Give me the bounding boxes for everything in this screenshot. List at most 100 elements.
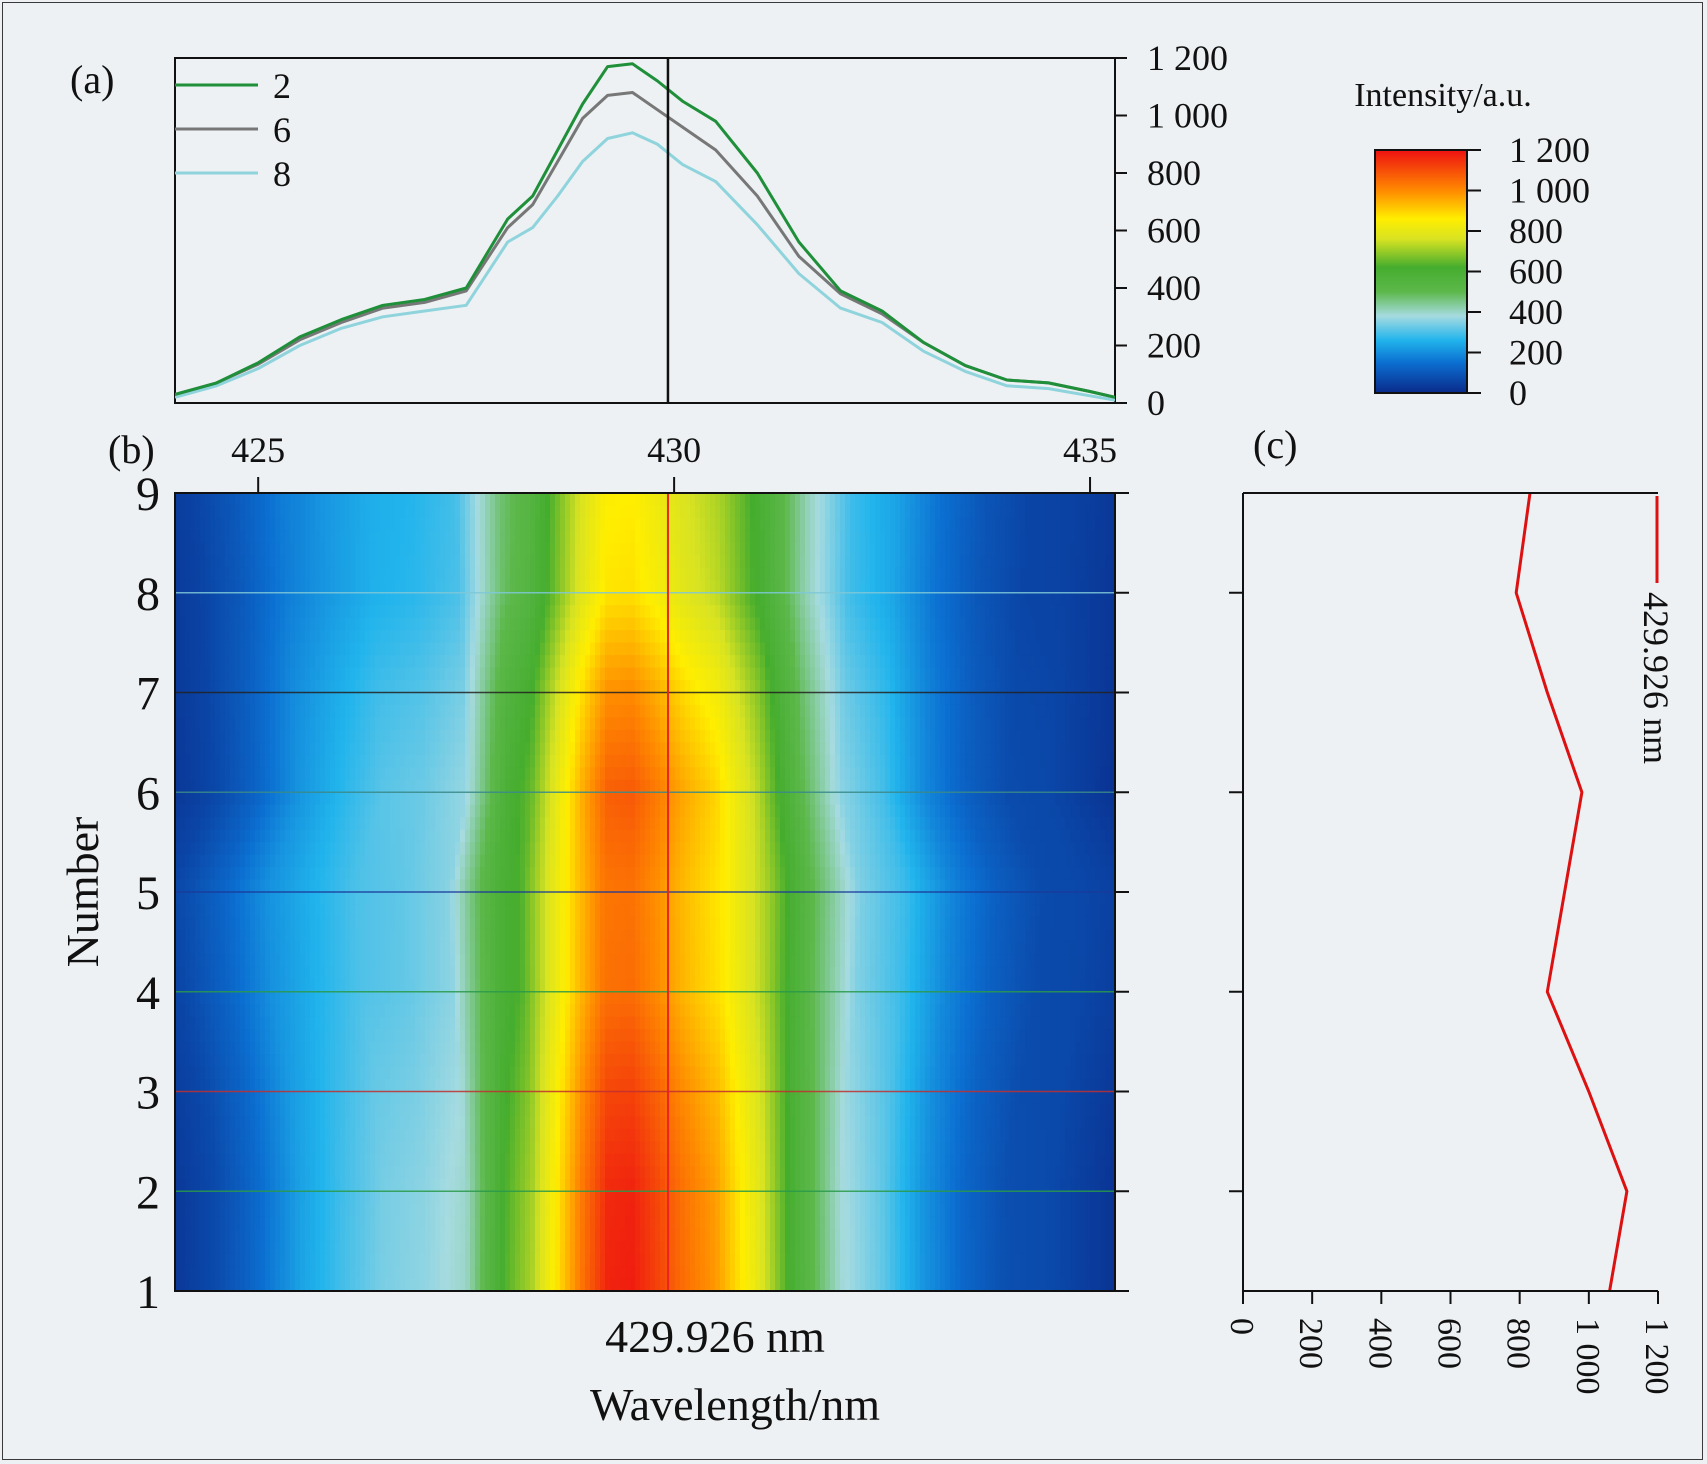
heatmap-cell bbox=[465, 617, 471, 631]
heatmap-cell bbox=[210, 767, 216, 781]
heatmap-cell bbox=[220, 717, 226, 731]
heatmap-cell bbox=[560, 530, 566, 544]
heatmap-cell bbox=[705, 767, 711, 781]
heatmap-cell bbox=[1015, 642, 1021, 656]
heatmap-cell bbox=[760, 642, 766, 656]
heatmap-cell bbox=[455, 493, 461, 507]
heatmap-cell bbox=[305, 505, 311, 519]
heatmap-cell bbox=[1095, 642, 1101, 656]
heatmap-cell bbox=[875, 580, 881, 594]
heatmap-cell bbox=[225, 792, 231, 806]
heatmap-cell bbox=[855, 630, 861, 644]
heatmap-cell bbox=[1040, 704, 1046, 719]
heatmap-cell bbox=[1005, 680, 1011, 694]
heatmap-cell bbox=[455, 804, 461, 818]
heatmap-cell bbox=[720, 505, 726, 519]
heatmap-cell bbox=[710, 717, 716, 731]
heatmap-cell bbox=[580, 555, 586, 569]
heatmap-cell bbox=[690, 567, 696, 581]
heatmap-cell bbox=[685, 742, 691, 756]
heatmap-cell bbox=[950, 493, 956, 507]
heatmap-cell bbox=[175, 592, 181, 606]
heatmap-cell bbox=[835, 617, 841, 631]
heatmap-cell bbox=[180, 517, 186, 532]
heatmap-cell bbox=[480, 592, 486, 606]
heatmap-cell bbox=[185, 505, 191, 519]
heatmap-cell bbox=[710, 792, 716, 806]
heatmap-cell bbox=[335, 542, 341, 556]
heatmap-cell bbox=[635, 767, 641, 781]
heatmap-cell bbox=[505, 667, 511, 681]
heatmap-cell bbox=[590, 767, 596, 781]
heatmap-cell bbox=[565, 493, 571, 507]
heatmap-cell bbox=[935, 505, 941, 519]
heatmap-cell bbox=[895, 655, 901, 669]
heatmap-cell bbox=[745, 667, 751, 681]
heatmap-cell bbox=[815, 542, 821, 556]
heatmap-cell bbox=[230, 767, 236, 781]
heatmap-cell bbox=[320, 567, 326, 581]
heatmap-cell bbox=[400, 667, 406, 681]
heatmap-cell bbox=[725, 692, 731, 706]
heatmap-cell bbox=[975, 542, 981, 556]
heatmap-cell bbox=[820, 779, 826, 793]
heatmap-cell bbox=[520, 630, 526, 644]
heatmap-cell bbox=[575, 729, 581, 743]
heatmap-cell bbox=[995, 742, 1001, 756]
heatmap-cell bbox=[560, 792, 566, 806]
heatmap-cell bbox=[440, 555, 446, 569]
heatmap-cell bbox=[500, 542, 506, 556]
heatmap-cell bbox=[360, 605, 366, 619]
heatmap-cell bbox=[830, 517, 836, 532]
heatmap-cell bbox=[370, 804, 376, 818]
heatmap-cell bbox=[705, 517, 711, 532]
heatmap-cell bbox=[1080, 505, 1086, 519]
heatmap-cell bbox=[775, 517, 781, 532]
heatmap-cell bbox=[1030, 667, 1036, 681]
heatmap-cell bbox=[750, 729, 756, 743]
heatmap-cell bbox=[1060, 655, 1066, 669]
heatmap-cell bbox=[600, 505, 606, 519]
heatmap-cell bbox=[495, 742, 501, 756]
heatmap-cell bbox=[515, 792, 521, 806]
heatmap-cell bbox=[210, 729, 216, 743]
heatmap-cell bbox=[705, 505, 711, 519]
heatmap-cell bbox=[680, 779, 686, 793]
heatmap-cell bbox=[900, 555, 906, 569]
heatmap-cell bbox=[910, 567, 916, 581]
heatmap-cell bbox=[385, 804, 391, 818]
heatmap-cell bbox=[385, 792, 391, 806]
heatmap-cell bbox=[265, 704, 271, 719]
heatmap-cell bbox=[765, 542, 771, 556]
heatmap-cell bbox=[345, 779, 351, 793]
heatmap-cell bbox=[365, 642, 371, 656]
heatmap-cell bbox=[1025, 667, 1031, 681]
heatmap-cell bbox=[315, 655, 321, 669]
heatmap-cell bbox=[720, 517, 726, 532]
heatmap-cell bbox=[455, 655, 461, 669]
heatmap-cell bbox=[625, 742, 631, 756]
heatmap-cell bbox=[245, 605, 251, 619]
heatmap-cell bbox=[335, 642, 341, 656]
heatmap-cell bbox=[835, 692, 841, 706]
heatmap-cell bbox=[1065, 729, 1071, 743]
heatmap-cell bbox=[1045, 567, 1051, 581]
heatmap-cell bbox=[970, 505, 976, 519]
heatmap-cell bbox=[775, 767, 781, 781]
heatmap-cell bbox=[1025, 517, 1031, 532]
heatmap-cell bbox=[1020, 617, 1026, 631]
heatmap-cell bbox=[300, 530, 306, 544]
heatmap-cell bbox=[265, 742, 271, 756]
heatmap-cell bbox=[410, 680, 416, 694]
heatmap-cell bbox=[495, 792, 501, 806]
heatmap-cell bbox=[420, 655, 426, 669]
heatmap-cell bbox=[510, 667, 516, 681]
heatmap-cell bbox=[245, 704, 251, 719]
heatmap-cell bbox=[230, 667, 236, 681]
heatmap-cell bbox=[330, 692, 336, 706]
heatmap-cell bbox=[990, 680, 996, 694]
heatmap-cell bbox=[550, 630, 556, 644]
heatmap-cell bbox=[1030, 493, 1036, 507]
heatmap-cell bbox=[1025, 680, 1031, 694]
heatmap-cell bbox=[865, 804, 871, 818]
